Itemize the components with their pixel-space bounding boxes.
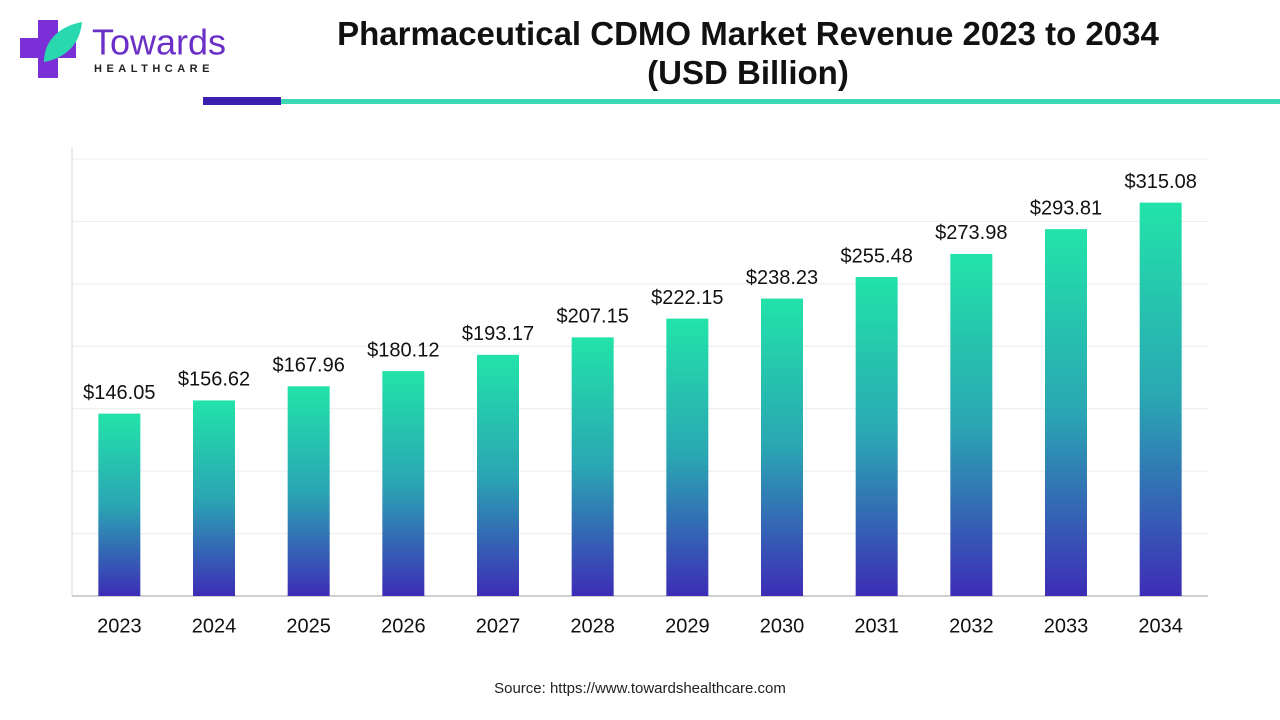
x-tick-label: 2032 xyxy=(949,615,994,637)
data-label: $222.15 xyxy=(651,287,723,309)
x-tick-label: 2031 xyxy=(854,615,899,637)
chart-title: Pharmaceutical CDMO Market Revenue 2023 … xyxy=(337,15,1159,91)
data-label: $315.08 xyxy=(1125,171,1197,193)
x-tick-label: 2030 xyxy=(760,615,805,637)
x-tick-label: 2028 xyxy=(570,615,615,637)
x-tick-label: 2024 xyxy=(192,615,237,637)
data-label: $255.48 xyxy=(841,245,913,267)
header-rule xyxy=(281,99,1280,104)
header-accent xyxy=(203,97,281,105)
x-tick-label: 2027 xyxy=(476,615,521,637)
x-tick-label: 2033 xyxy=(1044,615,1089,637)
bar xyxy=(98,413,141,596)
bar xyxy=(950,253,993,597)
source: Source: https://www.towardshealthcare.co… xyxy=(494,680,786,697)
bar xyxy=(666,318,709,596)
x-tick-label: 2023 xyxy=(97,615,142,637)
data-label: $273.98 xyxy=(935,222,1007,244)
data-label: $167.96 xyxy=(273,355,345,377)
bar xyxy=(477,354,519,596)
logo-tagline: HEALTHCARE xyxy=(94,63,214,75)
data-label: $156.62 xyxy=(178,369,250,391)
data-label: $193.17 xyxy=(462,323,534,345)
data-label: $180.12 xyxy=(367,339,439,361)
logo-name: Towards xyxy=(92,22,226,63)
x-tick-label: 2025 xyxy=(286,615,331,637)
data-label: $207.15 xyxy=(557,306,629,328)
bar xyxy=(193,400,235,596)
bar xyxy=(855,277,898,596)
logo-icon xyxy=(20,20,82,78)
bar xyxy=(1139,202,1182,597)
x-tick-label: 2034 xyxy=(1138,615,1183,637)
x-tick-label: 2029 xyxy=(665,615,710,637)
data-label: $146.05 xyxy=(83,382,155,404)
bar xyxy=(571,337,614,596)
data-label: $238.23 xyxy=(746,267,818,289)
bar xyxy=(382,371,425,596)
bar xyxy=(761,298,803,596)
bar xyxy=(287,386,330,596)
data-label: $293.81 xyxy=(1030,197,1102,219)
x-tick-label: 2026 xyxy=(381,615,426,637)
bar xyxy=(1045,229,1087,596)
